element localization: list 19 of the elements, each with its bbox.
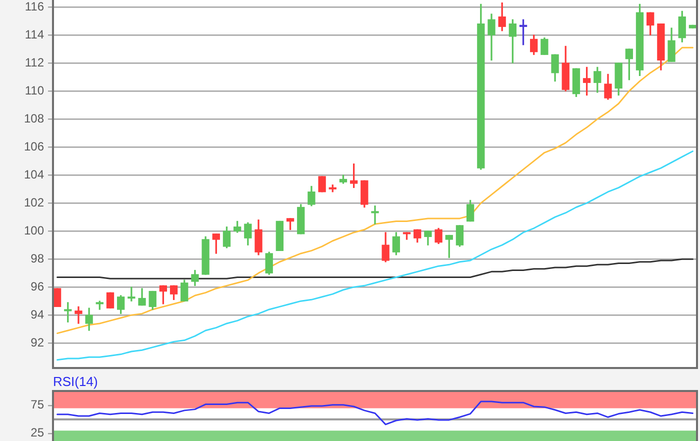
- y-tick-label: 116: [24, 0, 44, 14]
- y-tick-label: 25: [30, 426, 44, 440]
- y-tick-label: 92: [30, 335, 44, 350]
- y-tick-label: 108: [24, 111, 44, 126]
- y-tick-label: 104: [24, 167, 44, 182]
- y-tick-label: 100: [24, 223, 44, 238]
- y-tick-label: 114: [24, 27, 44, 42]
- y-tick-label: 94: [30, 307, 44, 322]
- candlestick: [371, 206, 379, 224]
- candlestick: [74, 306, 82, 324]
- y-tick-label: 102: [24, 195, 44, 210]
- candlestick: [128, 286, 136, 302]
- y-tick-label: 106: [24, 139, 44, 154]
- chart-title: RSI(14): [53, 374, 98, 389]
- y-tick-label: 75: [30, 398, 44, 412]
- y-tick-label: 110: [24, 83, 44, 98]
- y-tick-label: 98: [30, 251, 44, 266]
- y-tick-label: 112: [24, 55, 44, 70]
- y-tick-label: 96: [30, 279, 44, 294]
